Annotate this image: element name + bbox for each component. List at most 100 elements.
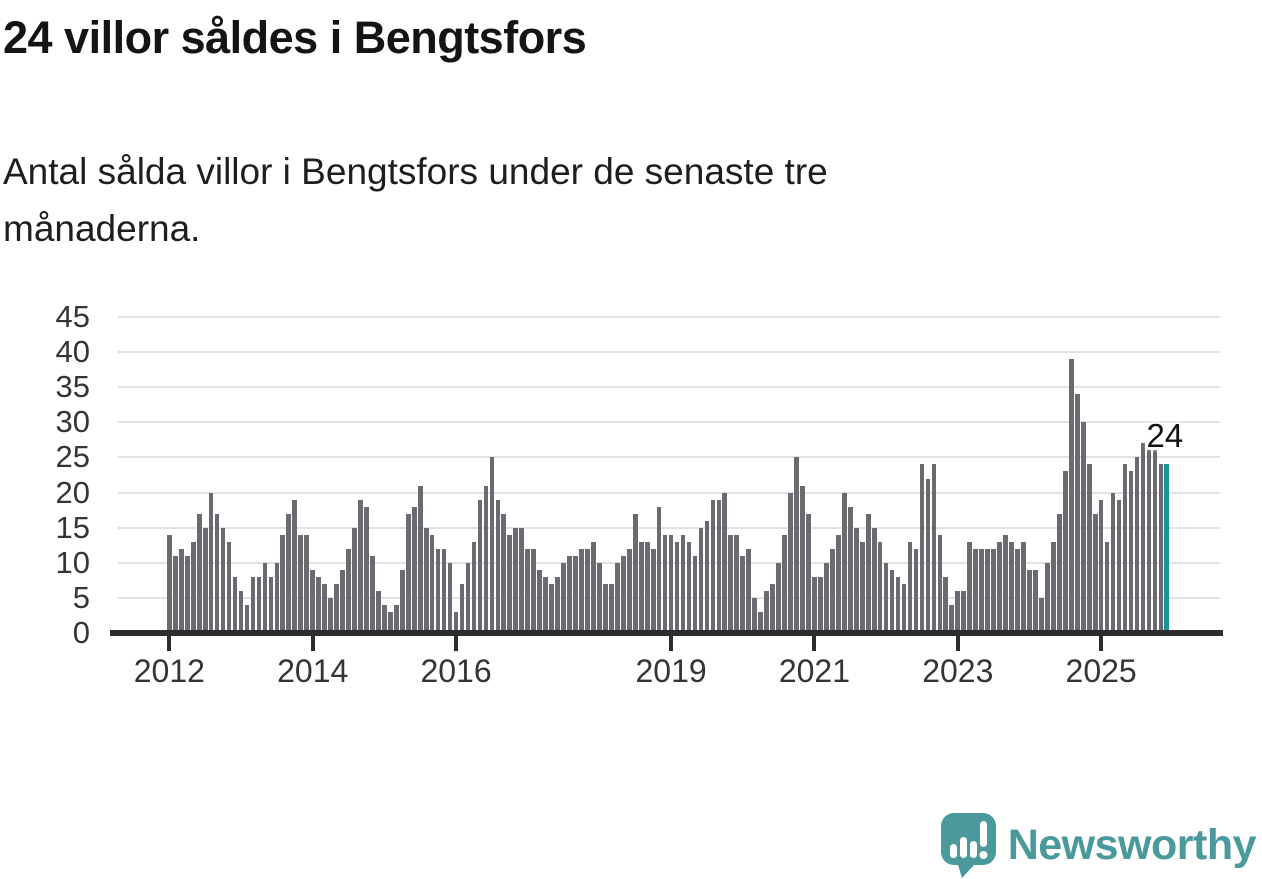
bar (501, 513, 507, 633)
bar (638, 541, 644, 633)
bar (794, 457, 799, 633)
x-axis-tick (454, 636, 459, 651)
bar (746, 548, 752, 633)
bar (405, 513, 411, 633)
bar (1116, 499, 1122, 633)
x-axis-tick (955, 636, 960, 651)
bar (388, 611, 393, 633)
bar (417, 485, 423, 633)
bar (202, 527, 208, 633)
bar (214, 513, 220, 633)
bar (1134, 457, 1140, 633)
x-axis-tick-label: 2023 (922, 653, 994, 689)
bar (471, 541, 477, 633)
bar (322, 583, 327, 633)
gridline-40 (118, 351, 1220, 354)
bar (1080, 422, 1086, 633)
bar (865, 513, 871, 633)
bar (352, 527, 357, 633)
bar (567, 555, 572, 633)
bar (208, 492, 214, 633)
bar (579, 548, 584, 633)
x-axis-tick-label: 2019 (635, 653, 707, 689)
bar (835, 534, 841, 633)
bar (519, 527, 525, 633)
bar (483, 485, 489, 633)
bar (859, 541, 865, 633)
bar (925, 478, 931, 633)
chart-subtitle-line-2: månaderna. (3, 208, 201, 250)
bar (620, 555, 626, 633)
x-axis-tick (812, 636, 817, 651)
bar (650, 548, 656, 633)
bar (824, 562, 829, 633)
bar (537, 569, 542, 633)
bar (459, 583, 465, 633)
last-value-label: 24 (1146, 417, 1184, 455)
bar (871, 527, 877, 633)
bar (644, 541, 650, 633)
x-axis-line (110, 630, 1223, 636)
x-axis-tick-label: 2016 (420, 653, 492, 689)
bar (800, 485, 805, 633)
x-axis-tick-label: 2025 (1065, 653, 1137, 689)
bar (304, 534, 310, 633)
bar (573, 555, 578, 633)
bar (1098, 499, 1104, 633)
x-axis-tick-label: 2021 (778, 653, 851, 689)
bar (847, 506, 853, 633)
bar (710, 499, 716, 633)
y-axis-tick-label: 45 (55, 299, 90, 334)
bar (937, 534, 943, 633)
bar (997, 541, 1002, 633)
x-axis-tick (1099, 636, 1104, 651)
bar (973, 548, 979, 633)
bar (830, 548, 835, 633)
bar (955, 590, 961, 633)
bar (280, 534, 286, 633)
bar (256, 576, 262, 633)
bar (495, 499, 501, 633)
bar (1015, 548, 1020, 633)
gridline-20 (118, 491, 1220, 494)
bar (1146, 450, 1152, 633)
bar (465, 562, 471, 633)
bar (244, 604, 250, 633)
bar (1003, 534, 1008, 633)
bar (722, 492, 728, 633)
bar (453, 611, 459, 633)
bar (1027, 569, 1032, 633)
bar (1110, 492, 1116, 633)
bar (477, 499, 483, 633)
bar (686, 541, 692, 633)
y-axis-tick-label: 25 (55, 439, 90, 475)
bar (340, 569, 345, 633)
bar (752, 597, 758, 633)
bar (585, 548, 590, 633)
bar (286, 513, 292, 633)
chart-subtitle-line-1: Antal sålda villor i Bengtsfors under de… (3, 151, 828, 192)
y-axis-tick-label: 30 (55, 404, 90, 440)
bar (674, 541, 680, 633)
bar (441, 548, 447, 633)
bar (758, 611, 763, 633)
bar (1021, 541, 1026, 633)
bar (668, 534, 674, 633)
bar (961, 590, 967, 633)
newsworthy-speech-bubble-bar-chart-icon (940, 813, 996, 878)
bar (1122, 464, 1128, 633)
bar (764, 590, 769, 633)
bar (376, 590, 381, 633)
bar (1104, 541, 1110, 633)
bar (913, 548, 919, 633)
bar (728, 534, 734, 633)
bar (895, 576, 901, 633)
bar (370, 555, 375, 633)
bar (423, 527, 429, 633)
bar (525, 548, 531, 633)
gridline-15 (118, 526, 1220, 529)
bar (979, 548, 984, 633)
bar (274, 562, 280, 633)
highlighted-bar (1164, 464, 1170, 633)
bar (220, 527, 226, 633)
